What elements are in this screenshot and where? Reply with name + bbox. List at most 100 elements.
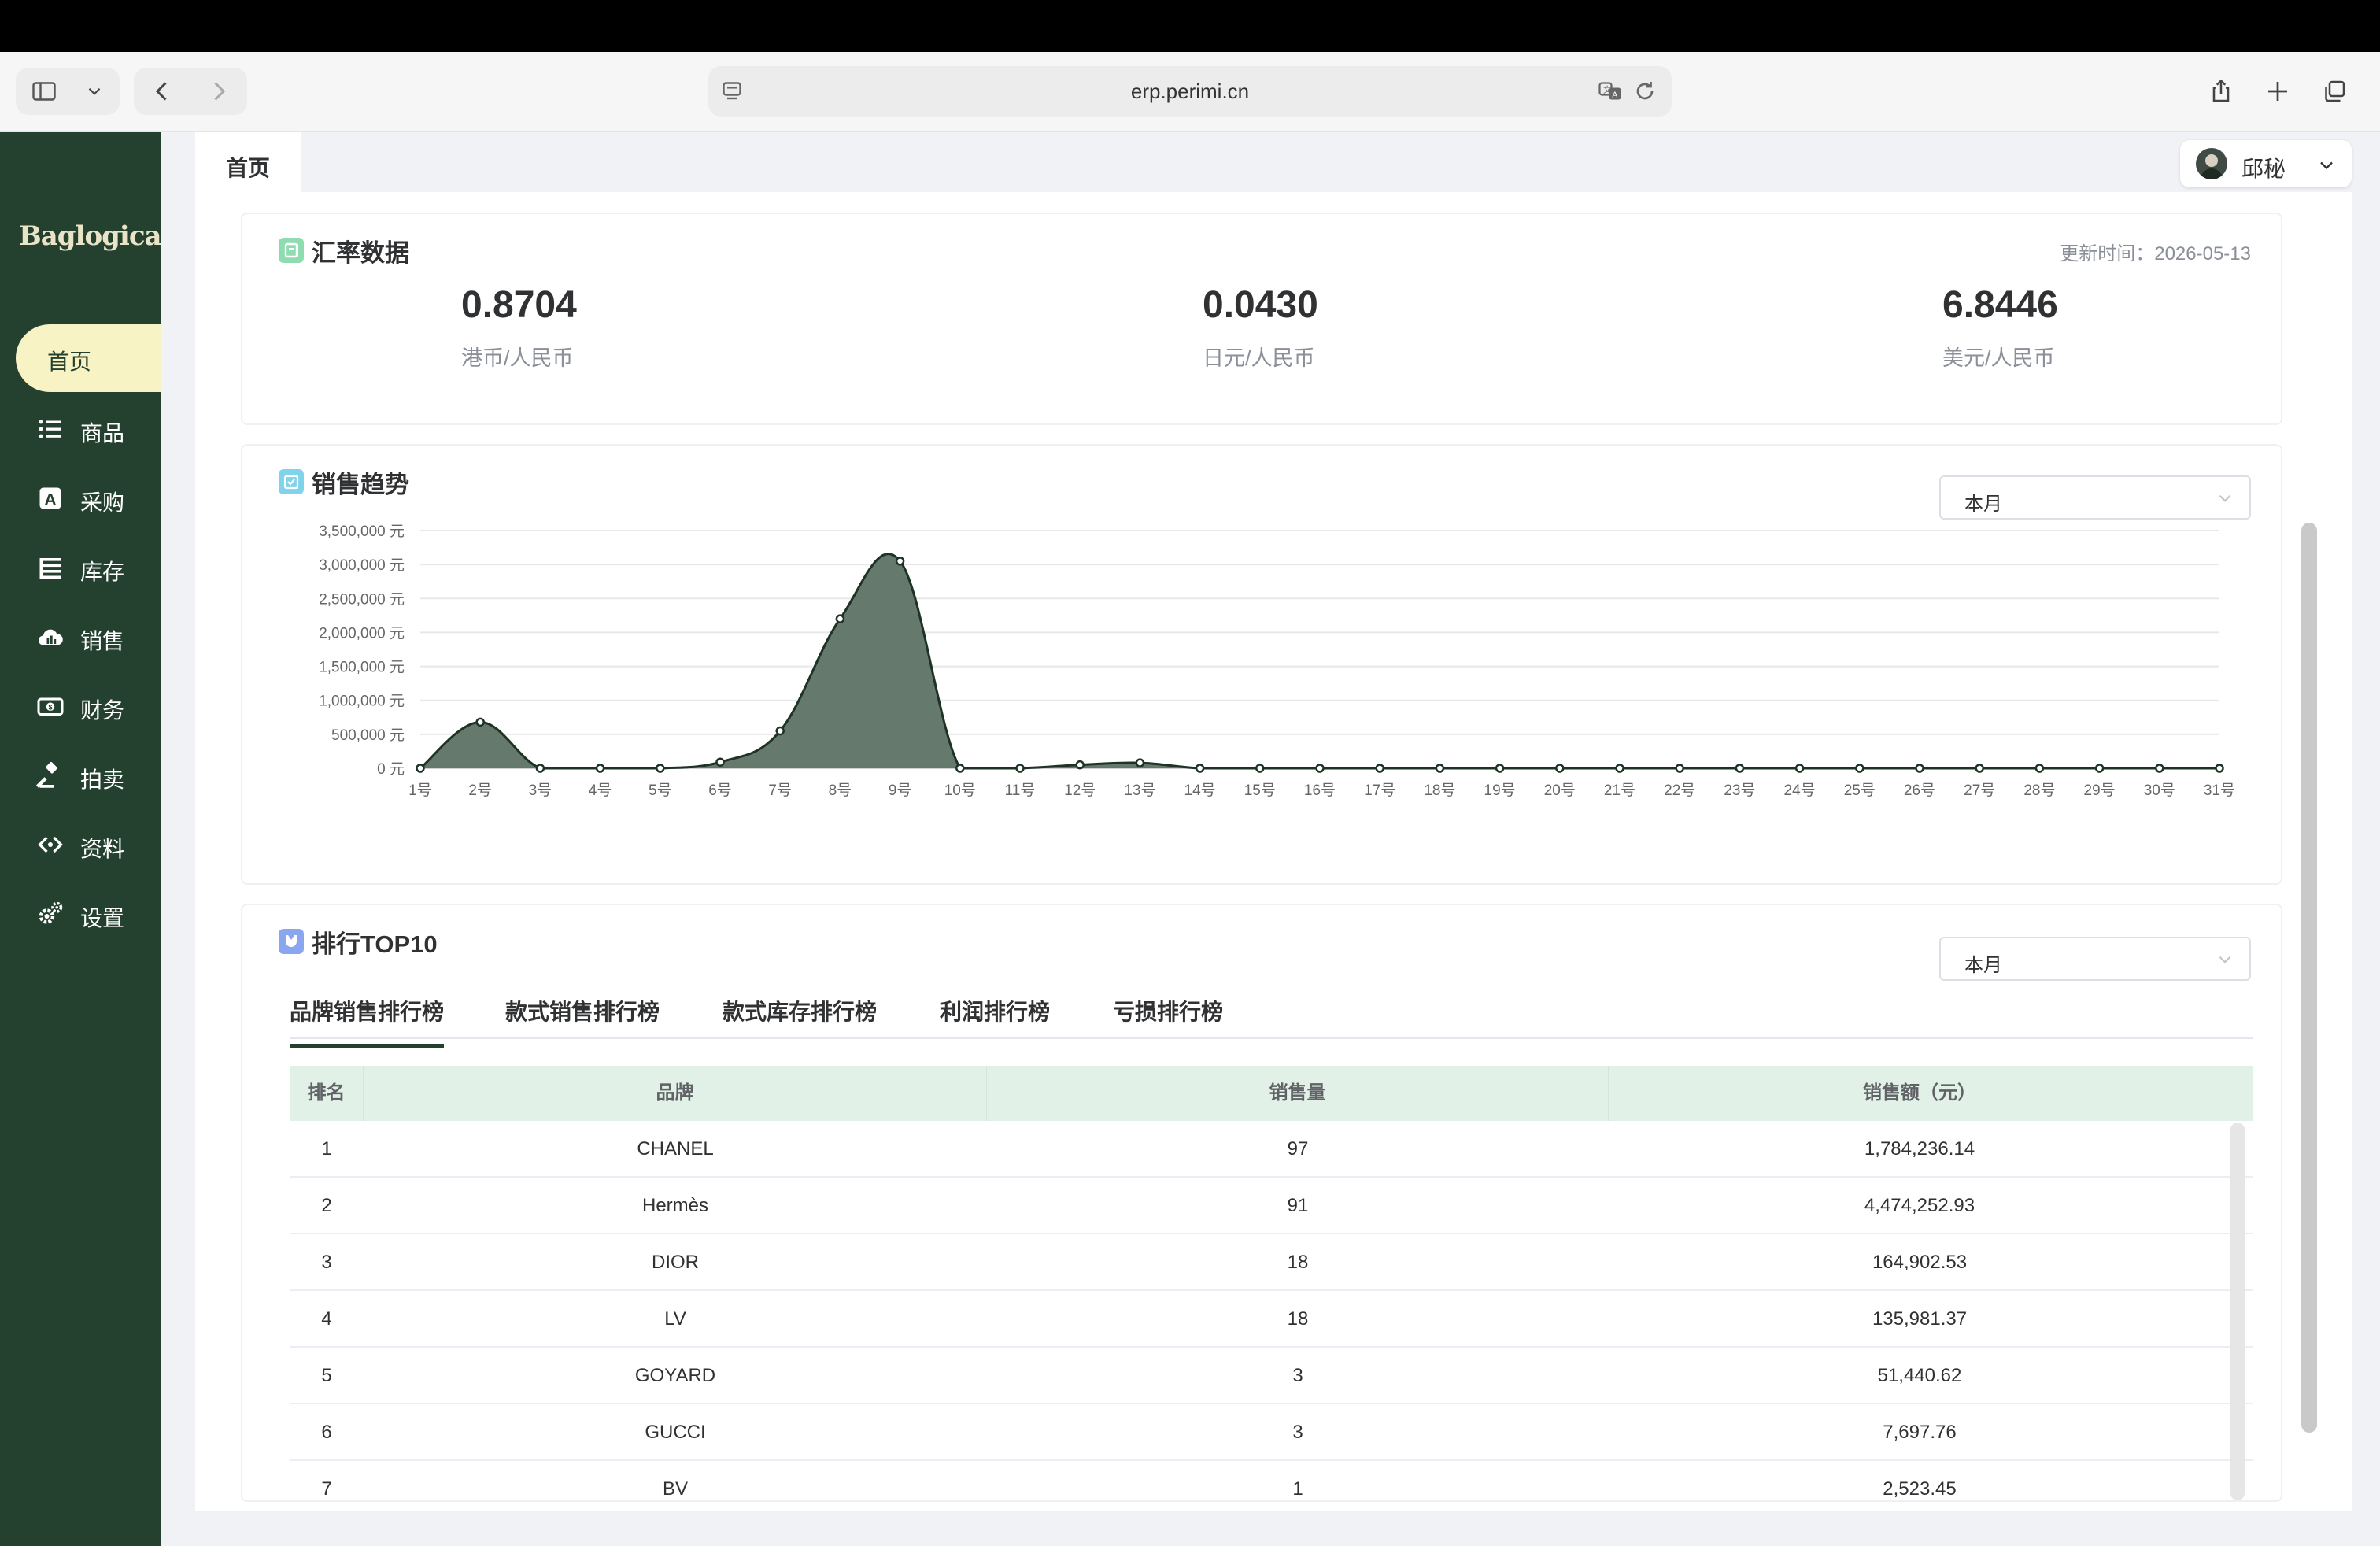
tab-home[interactable]: 首页 (195, 132, 301, 192)
rate-jpy: 0.0430 日元/人民币 (1203, 283, 1318, 372)
page-scrollbar[interactable] (2301, 523, 2317, 1433)
exchange-rate-title: 汇率数据 (279, 235, 409, 267)
tabs-icon (2325, 80, 2345, 102)
svg-text:A: A (1612, 91, 1617, 100)
tab-home-label: 首页 (225, 156, 270, 180)
table-row[interactable]: 1 CHANEL 97 1,784,236.14 (290, 1121, 2252, 1178)
data-point (1794, 764, 1805, 773)
tab-style-sales[interactable]: 款式销售排行榜 (505, 1000, 660, 1024)
data-point (416, 764, 425, 773)
column-header-amount[interactable]: 销售额（元） (1863, 1082, 1976, 1104)
rate-label: 日元/人民币 (1203, 346, 1315, 370)
app-logo[interactable]: Baglogical (19, 220, 171, 252)
cell-brand: BV (662, 1478, 688, 1497)
x-tick-label: 1号 (408, 782, 432, 799)
tab-style-inventory[interactable]: 款式库存排行榜 (722, 1000, 878, 1024)
x-tick-label: 30号 (2144, 782, 2175, 799)
sidebar-item-finance[interactable]: $ 财务 (0, 679, 161, 734)
tab-brand-sales[interactable]: 品牌销售排行榜 (290, 995, 445, 1048)
x-tick-label: 4号 (589, 782, 612, 799)
y-tick-label: 2,500,000 元 (319, 591, 405, 608)
share-button[interactable] (2193, 68, 2249, 115)
chevron-down-icon (88, 87, 101, 95)
table-row[interactable]: 7 BV 1 2,523.45 (290, 1461, 2252, 1497)
table-row[interactable]: 2 Hermès 91 4,474,252.93 (290, 1178, 2252, 1234)
column-header-brand[interactable]: 品牌 (364, 1066, 987, 1121)
data-point (2094, 764, 2105, 773)
x-tick-label: 18号 (1424, 782, 1455, 799)
cell-brand: CHANEL (637, 1138, 714, 1160)
column-header-quantity[interactable]: 销售量 (987, 1066, 1609, 1121)
table-row[interactable]: 6 GUCCI 3 7,697.76 (290, 1404, 2252, 1461)
x-tick-label: 15号 (1244, 782, 1276, 799)
chevron-left-icon (155, 82, 167, 101)
tab-profit[interactable]: 利润排行榜 (940, 1000, 1051, 1024)
reload-icon[interactable] (1631, 77, 1659, 105)
tab-overview-button[interactable] (2306, 68, 2363, 115)
x-tick-label: 7号 (768, 782, 792, 799)
svg-text:$: $ (48, 704, 52, 712)
data-point (775, 726, 785, 736)
data-point (1675, 764, 1684, 773)
cell-amount: 51,440.62 (1877, 1365, 1962, 1386)
sidebar-item-data[interactable]: 资料 (0, 817, 161, 872)
cell-rank: 3 (321, 1252, 332, 1273)
sidebar-item-products[interactable]: 商品 (0, 401, 161, 457)
cell-amount: 4,474,252.93 (1864, 1195, 1975, 1216)
data-point (955, 764, 965, 773)
gears-icon (39, 901, 63, 924)
page-menu-icon[interactable] (718, 77, 746, 105)
forward-button[interactable] (190, 68, 247, 115)
rate-value: 0.0430 (1203, 284, 1318, 326)
sidebar-item-label: 资料 (80, 837, 125, 861)
cell-brand: LV (664, 1308, 686, 1330)
tab-group-menu-button[interactable] (72, 68, 116, 115)
cell-amount: 135,981.37 (1872, 1308, 1968, 1330)
ranking-period-select[interactable]: 本月 (1939, 937, 2251, 981)
new-tab-button[interactable] (2249, 68, 2306, 115)
cell-quantity: 3 (1292, 1422, 1303, 1443)
gavel-icon (36, 761, 57, 788)
data-point (1375, 764, 1384, 773)
data-point (1615, 764, 1624, 773)
rate-usd: 6.8446 美元/人民币 (1942, 283, 2058, 372)
x-tick-label: 21号 (1604, 782, 1635, 799)
cell-quantity: 1 (1292, 1478, 1303, 1497)
table-row[interactable]: 5 GOYARD 3 51,440.62 (290, 1348, 2252, 1404)
series-area (420, 553, 2219, 768)
sidebar-item-sales[interactable]: 销售 (0, 609, 161, 664)
x-tick-label: 22号 (1664, 782, 1695, 799)
table-row[interactable]: 4 LV 18 135,981.37 (290, 1291, 2252, 1348)
sidebar-item-auction[interactable]: 拍卖 (0, 748, 161, 803)
table-scrollbar[interactable] (2230, 1123, 2245, 1500)
exchange-rate-card: 汇率数据 更新时间：2026-05-13 0.8704 港币/人民币 0.043… (241, 213, 2282, 425)
x-tick-label: 2号 (468, 782, 492, 799)
sidebar-toggle-button[interactable] (16, 68, 72, 115)
user-menu[interactable]: 邱秘 (2180, 140, 2352, 187)
x-tick-label: 16号 (1304, 782, 1336, 799)
list-icon (39, 420, 61, 438)
tab-loss[interactable]: 亏损排行榜 (1113, 1000, 1224, 1024)
data-point (595, 764, 605, 773)
column-header-rank[interactable]: 排名 (290, 1066, 364, 1121)
sidebar-item-home[interactable]: 首页 (16, 324, 161, 392)
x-tick-label: 17号 (1364, 782, 1395, 799)
data-point (1495, 764, 1505, 773)
sales-trend-title: 销售趋势 (279, 466, 409, 498)
data-point (835, 614, 845, 623)
sidebar-item-settings[interactable]: 设置 (0, 886, 161, 941)
data-point (1555, 764, 1565, 773)
table-row[interactable]: 3 DIOR 18 164,902.53 (290, 1234, 2252, 1291)
x-tick-label: 14号 (1184, 782, 1216, 799)
series-line (419, 553, 2219, 770)
sidebar-item-inventory[interactable]: 库存 (0, 540, 161, 595)
back-button[interactable] (134, 68, 190, 115)
trend-period-select[interactable]: 本月 (1939, 475, 2251, 520)
money-icon: $ (37, 697, 64, 716)
sidebar-item-purchase[interactable]: A 采购 (0, 471, 161, 526)
sidebar-item-label: 财务 (80, 698, 125, 723)
x-tick-label: 6号 (708, 782, 732, 799)
